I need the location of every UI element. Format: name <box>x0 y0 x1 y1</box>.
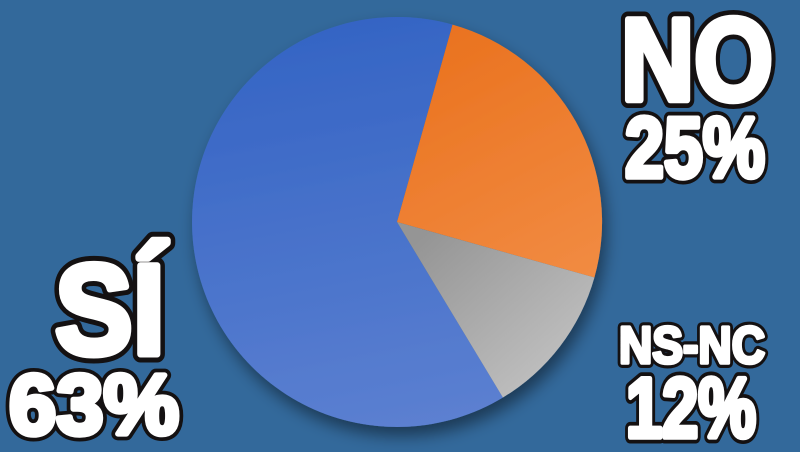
label-nsnc: NS-NC NS-NC 12% 12% <box>614 312 770 452</box>
label-no-value: 25% <box>625 101 765 196</box>
pie-slice-no <box>397 24 603 278</box>
label-nsnc-title: NS-NC <box>619 317 765 375</box>
label-no-title: NO <box>621 0 773 125</box>
label-si-title-outline: SÍ <box>55 239 168 382</box>
label-si-title: SÍ <box>55 239 168 382</box>
label-no-value-outline: 25% <box>625 101 765 196</box>
label-si-value: 63% <box>9 358 179 452</box>
label-nsnc-value: 12% <box>626 361 756 452</box>
label-nsnc-title-outline: NS-NC <box>619 317 765 375</box>
label-no: NO NO 25% 25% <box>613 0 781 203</box>
label-si: SÍ SÍ 63% 63% <box>3 231 186 452</box>
pie-slice-nsnc <box>397 222 595 398</box>
label-nsnc-value-outline: 12% <box>626 361 756 452</box>
pie <box>192 16 603 427</box>
label-no-title-outline: NO <box>621 0 773 125</box>
label-si-value-outline: 63% <box>9 358 179 452</box>
pie-slice-si <box>192 16 503 427</box>
